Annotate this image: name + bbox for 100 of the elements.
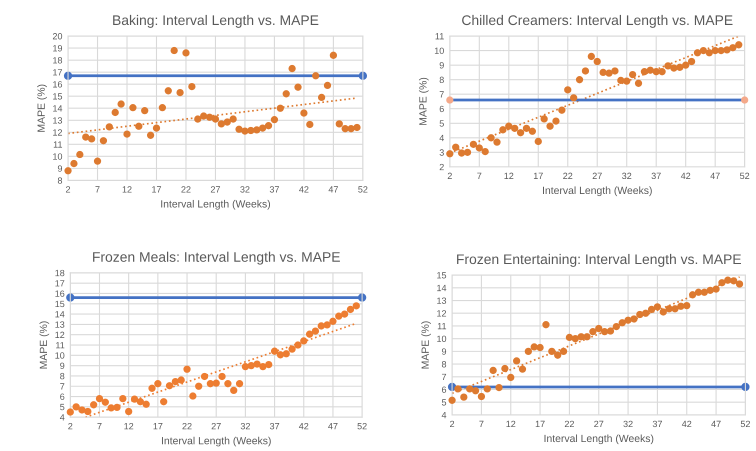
- point: [682, 62, 690, 69]
- y-tick-label: 8: [60, 372, 64, 380]
- point: [300, 337, 308, 345]
- point: [694, 49, 702, 56]
- y-tick-label: 4: [439, 134, 444, 142]
- point: [572, 335, 579, 342]
- y-tick-label: 3: [440, 149, 444, 156]
- point: [189, 392, 197, 400]
- x-axis-title: Interval Length (Weeks): [544, 434, 654, 444]
- point: [125, 408, 132, 416]
- point: [340, 310, 348, 318]
- point: [648, 306, 656, 314]
- point: [564, 86, 572, 94]
- point: [241, 127, 249, 135]
- point: [642, 310, 650, 317]
- x-tick-label: 12: [506, 420, 516, 428]
- y-tick-label: 7: [442, 374, 446, 380]
- point: [318, 322, 325, 330]
- point: [353, 124, 361, 132]
- point: [247, 126, 254, 134]
- point: [605, 69, 613, 77]
- y-tick-label: 11: [56, 342, 64, 348]
- point: [482, 148, 489, 156]
- x-tick-label: 2: [448, 172, 452, 179]
- y-tick-label: 9: [58, 165, 62, 172]
- point: [736, 280, 744, 288]
- point: [476, 144, 483, 152]
- y-tick-label: 8: [440, 76, 444, 84]
- x-tick-label: 47: [710, 172, 720, 179]
- y-tick-label: 5: [442, 399, 446, 406]
- point: [117, 100, 125, 108]
- x-tick-label: 32: [622, 172, 632, 180]
- point: [706, 49, 713, 56]
- point: [136, 398, 144, 406]
- y-tick-label: 5: [440, 120, 444, 127]
- point: [230, 115, 237, 123]
- point: [454, 385, 462, 393]
- point: [323, 321, 331, 329]
- point: [84, 408, 92, 416]
- point: [505, 122, 512, 130]
- x-tick-label: 27: [594, 420, 604, 428]
- y-tick-label: 8: [442, 361, 446, 368]
- point: [288, 346, 296, 353]
- point: [282, 90, 290, 98]
- point: [576, 76, 584, 84]
- y-tick-label: 13: [437, 297, 446, 304]
- point: [346, 306, 354, 314]
- y-axis-title: MAPE (%): [421, 321, 431, 368]
- point: [253, 360, 261, 368]
- y-tick-label: 20: [52, 33, 62, 40]
- point: [623, 77, 630, 85]
- point: [528, 128, 536, 135]
- point: [183, 366, 191, 373]
- point: [683, 302, 690, 310]
- point: [628, 70, 636, 78]
- y-tick-label: 12: [53, 129, 62, 136]
- y-tick-label: 17: [53, 69, 62, 76]
- y-tick-label: 10: [53, 153, 62, 160]
- point: [578, 333, 585, 340]
- point: [712, 285, 720, 293]
- x-axis-title: Interval Length (Weeks): [161, 200, 270, 210]
- y-tick-label: 11: [436, 33, 444, 40]
- point: [352, 302, 360, 310]
- point: [130, 395, 138, 403]
- x-tick-label: 37: [270, 186, 279, 193]
- point: [460, 393, 468, 401]
- point: [478, 392, 486, 400]
- y-tick-label: 12: [437, 310, 446, 317]
- point: [306, 120, 314, 128]
- x-tick-label: 32: [240, 186, 250, 193]
- point: [582, 67, 590, 75]
- y-tick-label: 19: [53, 45, 62, 52]
- point: [330, 52, 338, 59]
- y-tick-label: 11: [54, 141, 62, 148]
- x-tick-label: 37: [652, 420, 662, 428]
- point: [318, 94, 326, 102]
- point: [224, 380, 232, 388]
- y-tick-label: 14: [437, 284, 446, 292]
- y-tick-label: 2: [440, 164, 444, 170]
- x-tick-label: 42: [682, 420, 692, 428]
- point: [200, 372, 208, 380]
- point: [487, 134, 495, 142]
- point: [88, 135, 96, 143]
- point: [230, 386, 238, 394]
- x-tick-label: 52: [740, 172, 750, 180]
- point: [595, 324, 602, 332]
- point: [493, 138, 501, 146]
- point: [600, 328, 608, 336]
- x-axis-title: Interval Length (Weeks): [162, 436, 271, 446]
- y-tick-label: 8: [58, 177, 62, 184]
- y-tick-label: 11: [438, 323, 446, 330]
- point: [306, 330, 314, 338]
- x-tick-label: 27: [212, 422, 221, 430]
- point: [336, 120, 343, 128]
- point: [164, 87, 172, 94]
- x-tick-label: 2: [68, 422, 72, 430]
- point: [200, 112, 208, 120]
- point: [599, 68, 607, 76]
- point: [583, 333, 591, 340]
- point: [472, 387, 480, 394]
